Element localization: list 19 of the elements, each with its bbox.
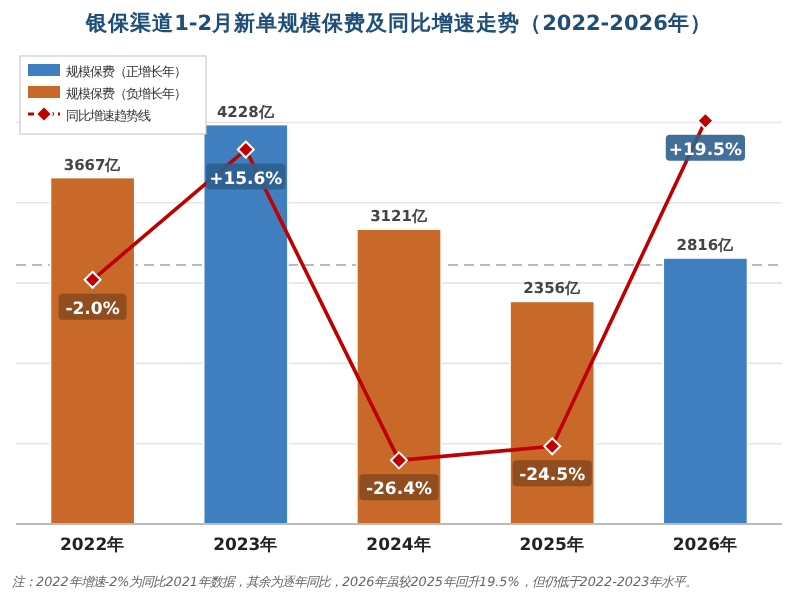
point [390, 451, 408, 470]
bar [356, 228, 442, 525]
bar [49, 176, 136, 525]
bar [202, 123, 289, 525]
point [543, 437, 562, 456]
x-tick-label: 2022年 [59, 534, 126, 556]
data-label: +19.5% [668, 140, 743, 161]
bar [662, 257, 749, 525]
x-tick-label: 2026年 [672, 534, 739, 556]
data-label: -2.0% [65, 299, 121, 320]
x-tick-label: 2023年 [213, 534, 279, 556]
data-label: -24.5% [519, 466, 587, 487]
data-label: +15.6% [209, 169, 284, 190]
x-tick-label: 2025年 [519, 534, 585, 556]
data-label: -26.4% [365, 480, 433, 501]
chart-title: 银保渠道1-2月新单规模保费及同比增速走势（2022-2026年） [84, 10, 712, 36]
x-tick-label: 2024年 [366, 534, 432, 556]
point [236, 140, 255, 159]
point [83, 270, 102, 289]
